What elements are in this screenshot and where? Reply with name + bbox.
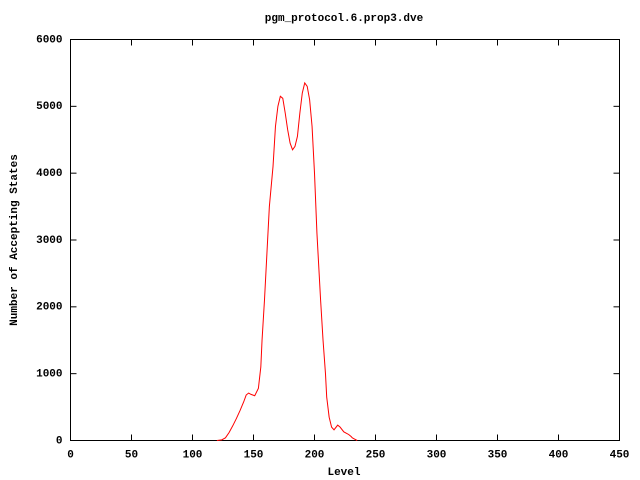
x-tick-label: 50: [125, 449, 138, 461]
chart-title: pgm_protocol.6.prop3.dve: [265, 13, 424, 25]
y-tick-label: 3000: [36, 235, 62, 247]
data-line: [216, 81, 358, 441]
x-tick-label: 400: [549, 449, 569, 461]
y-tick-label: 4000: [36, 168, 62, 180]
y-axis-label: Number of Accepting States: [9, 154, 21, 326]
x-tick-label: 350: [488, 449, 508, 461]
x-axis-label: Level: [327, 467, 360, 479]
y-tick-label: 2000: [36, 302, 62, 314]
plot-frame: [70, 39, 620, 441]
x-tick-label: 200: [305, 449, 325, 461]
y-tick-label: 0: [56, 435, 63, 447]
x-tick-label: 450: [610, 449, 630, 461]
x-tick-label: 100: [183, 449, 203, 461]
y-tick-label: 6000: [36, 34, 62, 46]
x-tick-label: 150: [244, 449, 264, 461]
y-tick-label: 1000: [36, 369, 62, 381]
x-tick-label: 300: [427, 449, 447, 461]
x-tick-label: 250: [366, 449, 386, 461]
x-tick-label: 0: [67, 449, 74, 461]
y-tick-label: 5000: [36, 101, 62, 113]
